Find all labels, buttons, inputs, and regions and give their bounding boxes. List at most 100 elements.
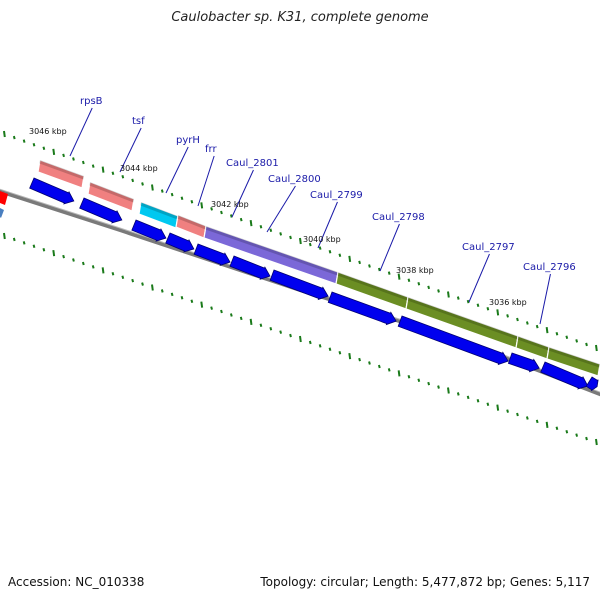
outer-tick bbox=[180, 196, 184, 200]
outer-tick bbox=[52, 148, 56, 155]
outer-tick bbox=[545, 327, 549, 334]
outer-tick bbox=[427, 285, 431, 290]
gene-leader-line bbox=[266, 185, 296, 233]
kbp-label: 3040 kbp bbox=[303, 235, 341, 244]
inner-tick bbox=[52, 250, 56, 257]
inner-tick bbox=[151, 284, 154, 291]
outer-tick bbox=[22, 139, 26, 143]
inner-tick bbox=[62, 254, 65, 259]
outer-tick bbox=[32, 142, 36, 147]
gene-leader-line bbox=[539, 273, 551, 325]
gene-label-caul-2801: Caul_2801 bbox=[226, 158, 279, 169]
category-bar-shade bbox=[337, 272, 408, 301]
inner-tick bbox=[525, 416, 529, 420]
cds-arrow-7 bbox=[269, 269, 329, 301]
outer-tick bbox=[565, 335, 569, 340]
inner-tick bbox=[32, 244, 36, 249]
gene-leader-line bbox=[119, 127, 142, 173]
outer-tick bbox=[417, 282, 421, 286]
inner-tick bbox=[279, 330, 283, 334]
gene-label-layer: rpsB tsf pyrH frr Caul_2801 Caul_2800 Caul_279… bbox=[69, 96, 576, 325]
cds-arrow-9 bbox=[397, 315, 509, 366]
inner-tick bbox=[141, 282, 144, 286]
outer-tick bbox=[279, 232, 283, 236]
gene-label-rpsb: rpsB bbox=[80, 96, 103, 107]
cds-arrow-1 bbox=[29, 177, 75, 205]
inner-tick bbox=[417, 378, 421, 382]
cds-arrow-11 bbox=[540, 361, 589, 390]
cds-arrow-8 bbox=[327, 291, 397, 326]
kbp-label: 3044 kbp bbox=[120, 164, 158, 173]
outer-tick bbox=[377, 267, 381, 272]
outer-tick bbox=[239, 217, 243, 222]
inner-tick bbox=[239, 316, 243, 321]
gene-leader-line bbox=[197, 155, 215, 207]
gene-label-caul-2797: Caul_2797 bbox=[462, 242, 515, 253]
outer-tick bbox=[387, 271, 391, 275]
outer-tick bbox=[220, 210, 223, 215]
inner-tick bbox=[595, 438, 598, 446]
gene-leader-line bbox=[317, 201, 338, 249]
inner-tick bbox=[585, 436, 588, 441]
outer-tick bbox=[368, 264, 371, 268]
category-bar-3 bbox=[138, 201, 179, 229]
inner-tick bbox=[200, 301, 204, 308]
category-bar-shade bbox=[407, 297, 518, 340]
gene-leader-line bbox=[379, 223, 400, 272]
inner-tick bbox=[81, 261, 85, 266]
inner-tick bbox=[249, 318, 253, 325]
outer-tick bbox=[12, 135, 16, 140]
inner-tick bbox=[229, 313, 233, 317]
outer-tick bbox=[575, 339, 579, 343]
inner-tick bbox=[535, 419, 539, 424]
cds-arrow-6 bbox=[229, 255, 271, 280]
inner-tick bbox=[3, 232, 6, 240]
category-bar-shade bbox=[140, 202, 178, 220]
inner-tick bbox=[358, 357, 361, 362]
inner-tick bbox=[575, 433, 579, 437]
cds-arrow-4 bbox=[165, 232, 195, 253]
gene-leader-line bbox=[231, 169, 254, 218]
inner-tick bbox=[220, 309, 223, 314]
inner-tick bbox=[407, 375, 411, 379]
outer-tick bbox=[506, 314, 509, 318]
kbp-label: 3042 kbp bbox=[211, 200, 249, 209]
inner-tick bbox=[131, 278, 135, 283]
category-bar-shade bbox=[89, 182, 134, 203]
outer-tick bbox=[121, 175, 125, 179]
inner-tick bbox=[269, 326, 273, 331]
gene-label-caul-2800: Caul_2800 bbox=[268, 174, 321, 185]
outer-tick bbox=[269, 228, 273, 233]
category-bar-9 bbox=[546, 346, 600, 377]
outer-tick bbox=[585, 342, 588, 347]
category-bar-shade bbox=[177, 215, 206, 230]
inner-tick bbox=[338, 350, 342, 355]
inner-tick bbox=[259, 323, 263, 328]
inner-tick bbox=[42, 247, 46, 252]
outer-tick bbox=[111, 171, 115, 175]
inner-tick bbox=[111, 272, 115, 276]
gene-leader-line bbox=[69, 107, 93, 157]
partial-blue-feature bbox=[0, 208, 4, 218]
gene-label-caul-2796: Caul_2796 bbox=[523, 262, 576, 273]
outer-tick bbox=[486, 307, 490, 311]
inner-tick bbox=[308, 340, 312, 345]
partial-red-feature bbox=[0, 191, 8, 205]
outer-tick bbox=[190, 200, 194, 204]
outer-tick bbox=[595, 344, 598, 352]
genome-backbone bbox=[0, 189, 600, 397]
inner-tick bbox=[348, 353, 352, 360]
outer-tick bbox=[141, 182, 144, 186]
inner-tick-row bbox=[3, 232, 598, 446]
category-bar-2 bbox=[87, 181, 135, 212]
outer-tick bbox=[62, 153, 65, 158]
kbp-label-layer: 3046 kbp 3044 kbp 3042 kbp 3040 kbp 3038 kbp… bbox=[29, 127, 527, 307]
cds-arrow-2 bbox=[79, 197, 123, 224]
cds-arrow-5 bbox=[193, 243, 231, 266]
outer-tick bbox=[358, 260, 361, 265]
inner-tick bbox=[456, 392, 460, 396]
outer-tick bbox=[200, 202, 204, 209]
gene-label-pyrh: pyrH bbox=[176, 135, 200, 146]
outer-tick bbox=[338, 253, 342, 258]
